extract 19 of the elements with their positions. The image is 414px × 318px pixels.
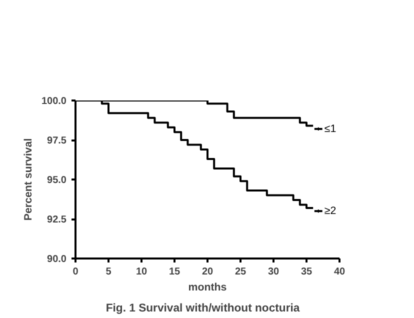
x-tick-label: 0 (72, 266, 79, 278)
caption: Fig. 1 Survival with/without nocturia (106, 302, 300, 314)
y-tick-label: 95.0 (47, 175, 67, 186)
legend-label: ≥2 (324, 205, 336, 218)
x-tick-label: 35 (300, 266, 312, 278)
x-tick-label: 40 (334, 266, 346, 278)
x-tick-label: 25 (234, 266, 246, 278)
x-tick-label: 5 (106, 266, 112, 278)
x-axis-title: months (188, 282, 227, 294)
y-tick-label: 90.0 (47, 254, 67, 265)
y-tick-label: 92.5 (47, 214, 67, 226)
y-axis-title: Percent survival (22, 138, 34, 221)
x-tick-label: 15 (168, 266, 180, 278)
x-tick-label: 10 (136, 266, 148, 278)
y-tick-label: 100.0 (41, 96, 67, 107)
legend-label: ≤1 (324, 122, 336, 135)
x-tick-label: 30 (268, 266, 280, 278)
x-tick-label: 20 (202, 266, 214, 278)
y-tick-label: 97.5 (47, 136, 67, 146)
